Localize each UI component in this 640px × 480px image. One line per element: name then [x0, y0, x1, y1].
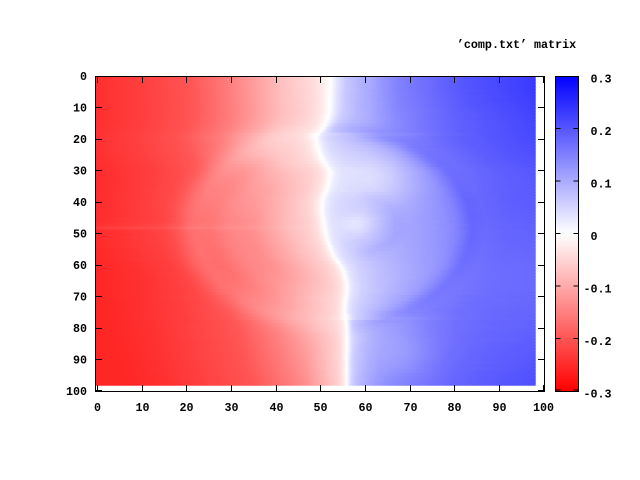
svg-text:90: 90: [73, 354, 87, 368]
svg-text:50: 50: [73, 228, 87, 242]
svg-text:60: 60: [358, 401, 372, 415]
svg-text:100: 100: [66, 385, 87, 399]
svg-text:0: 0: [94, 401, 101, 415]
svg-text:30: 30: [73, 165, 87, 179]
svg-text:10: 10: [135, 401, 149, 415]
svg-text:40: 40: [269, 401, 283, 415]
svg-text:90: 90: [492, 401, 506, 415]
svg-text:0.1: 0.1: [591, 178, 612, 192]
svg-text:20: 20: [179, 401, 193, 415]
svg-text:0: 0: [80, 70, 87, 84]
svg-text:10: 10: [73, 102, 87, 116]
svg-text:30: 30: [224, 401, 238, 415]
svg-text:0.2: 0.2: [591, 125, 612, 139]
svg-text:70: 70: [73, 291, 87, 305]
svg-text:-0.1: -0.1: [584, 283, 612, 297]
svg-text:0.3: 0.3: [591, 73, 612, 87]
svg-text:100: 100: [533, 401, 554, 415]
svg-text:60: 60: [73, 259, 87, 273]
svg-text:-0.2: -0.2: [584, 335, 612, 349]
svg-text:’comp.txt’ matrix: ’comp.txt’ matrix: [457, 38, 576, 52]
svg-text:-0.3: -0.3: [584, 388, 612, 402]
svg-text:70: 70: [403, 401, 417, 415]
svg-text:50: 50: [313, 401, 327, 415]
svg-text:40: 40: [73, 196, 87, 210]
svg-text:80: 80: [73, 322, 87, 336]
svg-text:20: 20: [73, 133, 87, 147]
svg-text:80: 80: [447, 401, 461, 415]
svg-text:0: 0: [591, 230, 598, 244]
